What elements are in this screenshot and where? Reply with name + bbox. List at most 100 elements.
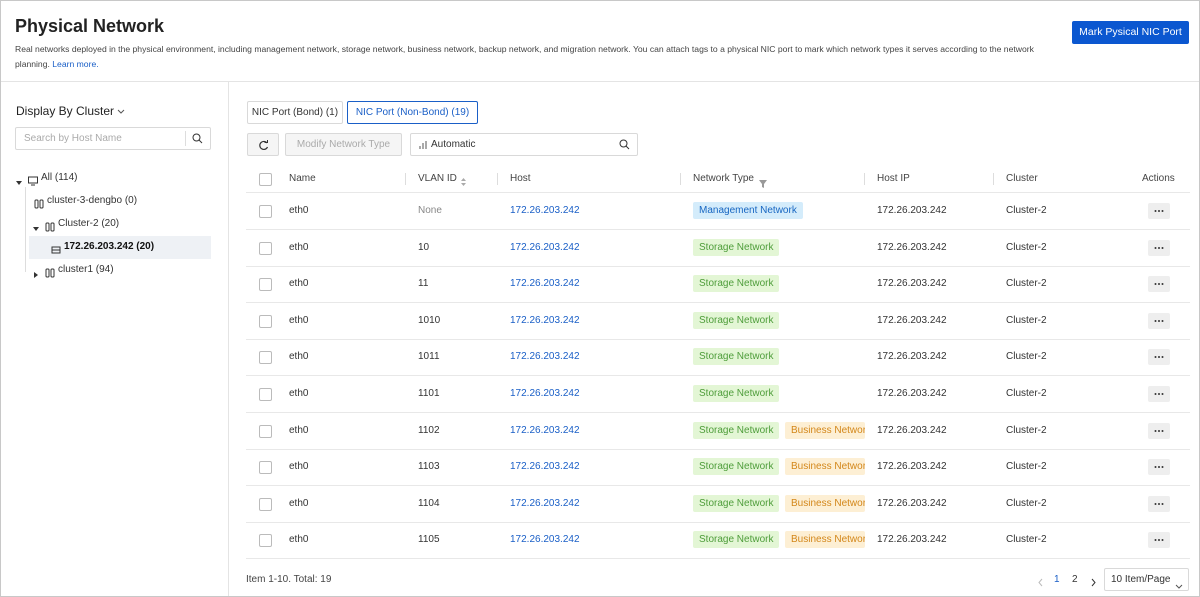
search-box[interactable]: Search by Host Name	[15, 127, 211, 150]
prev	[1037, 575, 1045, 585]
sidebar-title[interactable]: Display By Cluster	[16, 104, 125, 118]
cell: eth0	[289, 351, 308, 362]
sep	[185, 131, 186, 146]
actions-button[interactable]	[1148, 496, 1170, 512]
mark-port-button[interactable]: Mark Pysical NIC Port	[1072, 21, 1189, 44]
checkbox[interactable]	[259, 461, 272, 474]
filter-icon-svg	[759, 180, 767, 188]
cell: 172.26.203.242	[877, 315, 947, 326]
row-line	[246, 192, 1190, 193]
checkbox[interactable]	[259, 351, 272, 364]
expand-arrow-svg	[32, 225, 40, 233]
tree-node[interactable]: cluster1 (94)	[58, 264, 114, 275]
sidebar-title-text: Display By Cluster	[16, 104, 114, 118]
next-svg	[1090, 578, 1098, 588]
column-header: Actions	[1142, 173, 1175, 184]
actions-button[interactable]	[1148, 313, 1170, 329]
host-link[interactable]: 172.26.203.242	[510, 242, 580, 253]
page-number[interactable]: 1	[1054, 574, 1060, 585]
cell: Cluster-2	[1006, 315, 1047, 326]
dots	[1148, 459, 1170, 475]
actions-button[interactable]	[1148, 349, 1170, 365]
row-line	[246, 339, 1190, 340]
dots	[1148, 423, 1170, 439]
col-sep	[405, 173, 406, 185]
dots	[1148, 276, 1170, 292]
actions-button[interactable]	[1148, 240, 1170, 256]
filter-select[interactable]: Automatic	[410, 133, 638, 156]
checkbox[interactable]	[259, 534, 272, 547]
tab[interactable]: NIC Port (Non-Bond) (19)	[347, 101, 478, 124]
cell: 1102	[418, 425, 440, 436]
row-line	[246, 558, 1190, 559]
node-icon-svg	[51, 245, 61, 255]
actions-button[interactable]	[1148, 459, 1170, 475]
cell: 172.26.203.242	[877, 242, 947, 253]
network-tag: Storage Network	[693, 458, 779, 475]
host-link[interactable]: 172.26.203.242	[510, 425, 580, 436]
chevron	[117, 109, 125, 115]
cell: 172.26.203.242	[877, 461, 947, 472]
actions-button[interactable]	[1148, 203, 1170, 219]
page-title: Physical Network	[15, 16, 164, 37]
checkbox[interactable]	[259, 425, 272, 438]
refresh-button[interactable]	[247, 133, 279, 156]
tree-node[interactable]: cluster-3-dengbo (0)	[47, 195, 137, 206]
cell: 10	[418, 242, 429, 253]
network-tag: Storage Network	[693, 312, 779, 329]
tree-node[interactable]: All (114)	[41, 172, 78, 183]
page-size[interactable]: 10 Item/Page	[1104, 568, 1189, 591]
cell: 1104	[418, 498, 440, 509]
chevron	[1175, 577, 1183, 583]
tree-node[interactable]: Cluster-2 (20)	[58, 218, 119, 229]
modify-button[interactable]: Modify Network Type	[285, 133, 402, 156]
page-number[interactable]: 2	[1072, 574, 1078, 585]
host-link[interactable]: 172.26.203.242	[510, 351, 580, 362]
search-placeholder: Search by Host Name	[24, 133, 122, 144]
host-link[interactable]: 172.26.203.242	[510, 278, 580, 289]
host-link[interactable]: 172.26.203.242	[510, 205, 580, 216]
cell: eth0	[289, 425, 308, 436]
node-icon	[28, 173, 38, 183]
checkbox[interactable]	[259, 388, 272, 401]
actions-button[interactable]	[1148, 532, 1170, 548]
node-icon-svg	[28, 176, 38, 186]
checkbox[interactable]	[259, 173, 272, 186]
cell: 11	[418, 278, 428, 289]
host-link[interactable]: 172.26.203.242	[510, 498, 580, 509]
host-link[interactable]: 172.26.203.242	[510, 534, 580, 545]
cell: 1105	[418, 534, 440, 545]
host-link[interactable]: 172.26.203.242	[510, 388, 580, 399]
host-link[interactable]: 172.26.203.242	[510, 315, 580, 326]
refresh-icon	[258, 140, 269, 151]
actions-button[interactable]	[1148, 423, 1170, 439]
network-tag: Business Network	[785, 495, 865, 512]
node-icon-svg	[34, 199, 44, 209]
page-size-text: 10 Item/Page	[1111, 574, 1170, 585]
checkbox[interactable]	[259, 278, 272, 291]
cell: 1010	[418, 315, 440, 326]
network-tag: Storage Network	[693, 348, 779, 365]
checkbox[interactable]	[259, 315, 272, 328]
checkbox[interactable]	[259, 498, 272, 511]
cell: eth0	[289, 205, 308, 216]
actions-button[interactable]	[1148, 386, 1170, 402]
network-tag: Storage Network	[693, 495, 779, 512]
cell: 1011	[418, 351, 440, 362]
learn-more-link[interactable]: Learn more.	[52, 59, 98, 69]
column-header: Host IP	[877, 173, 910, 184]
checkbox[interactable]	[259, 205, 272, 218]
tab[interactable]: NIC Port (Bond) (1)	[247, 101, 343, 124]
host-link[interactable]: 172.26.203.242	[510, 461, 580, 472]
network-tag: Storage Network	[693, 275, 779, 292]
row-line	[246, 375, 1190, 376]
row-line	[246, 266, 1190, 267]
cell: Cluster-2	[1006, 425, 1047, 436]
row-line	[246, 229, 1190, 230]
row-line	[246, 522, 1190, 523]
tree-node[interactable]: 172.26.203.242 (20)	[64, 241, 154, 252]
cell: Cluster-2	[1006, 242, 1047, 253]
checkbox[interactable]	[259, 242, 272, 255]
actions-button[interactable]	[1148, 276, 1170, 292]
